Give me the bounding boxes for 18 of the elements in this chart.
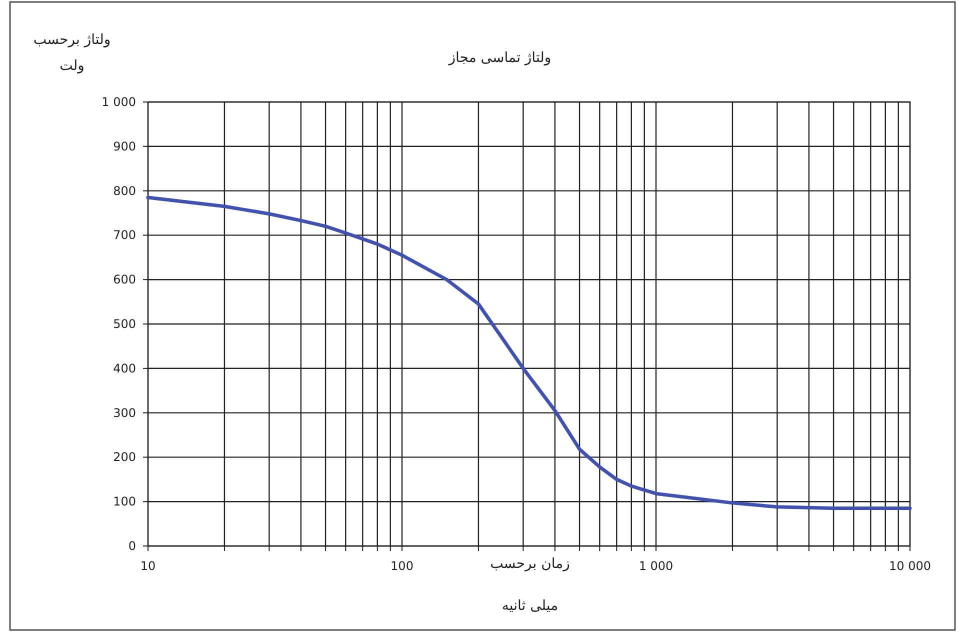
x-tick-label: 1 000 [638, 559, 674, 573]
y-tick-label: 1 000 [102, 95, 136, 109]
y-tick-label: 700 [113, 228, 136, 242]
x-tick-label: 10 [140, 559, 156, 573]
y-tick-label: 500 [113, 317, 136, 331]
x-tick-label: 100 [390, 559, 414, 573]
y-tick-label: 600 [113, 272, 136, 287]
y-tick-label: 0 [128, 539, 136, 553]
y-tick-label: 900 [113, 139, 136, 154]
y-tick-label: 200 [113, 450, 136, 464]
text: زمان برحسب میلی ثانیه [490, 556, 570, 614]
chart-title: ولتاژ تماسی مجاز [448, 50, 552, 66]
y-tick-label: 800 [113, 184, 136, 198]
x-tick-label: 10 000 [889, 559, 931, 573]
y-axis-title: ولتاژ برحسب ولت [33, 32, 111, 74]
y-tick-label: 100 [113, 494, 136, 509]
y-tick-label: 300 [113, 406, 136, 420]
y-tick-label: 400 [113, 361, 136, 376]
